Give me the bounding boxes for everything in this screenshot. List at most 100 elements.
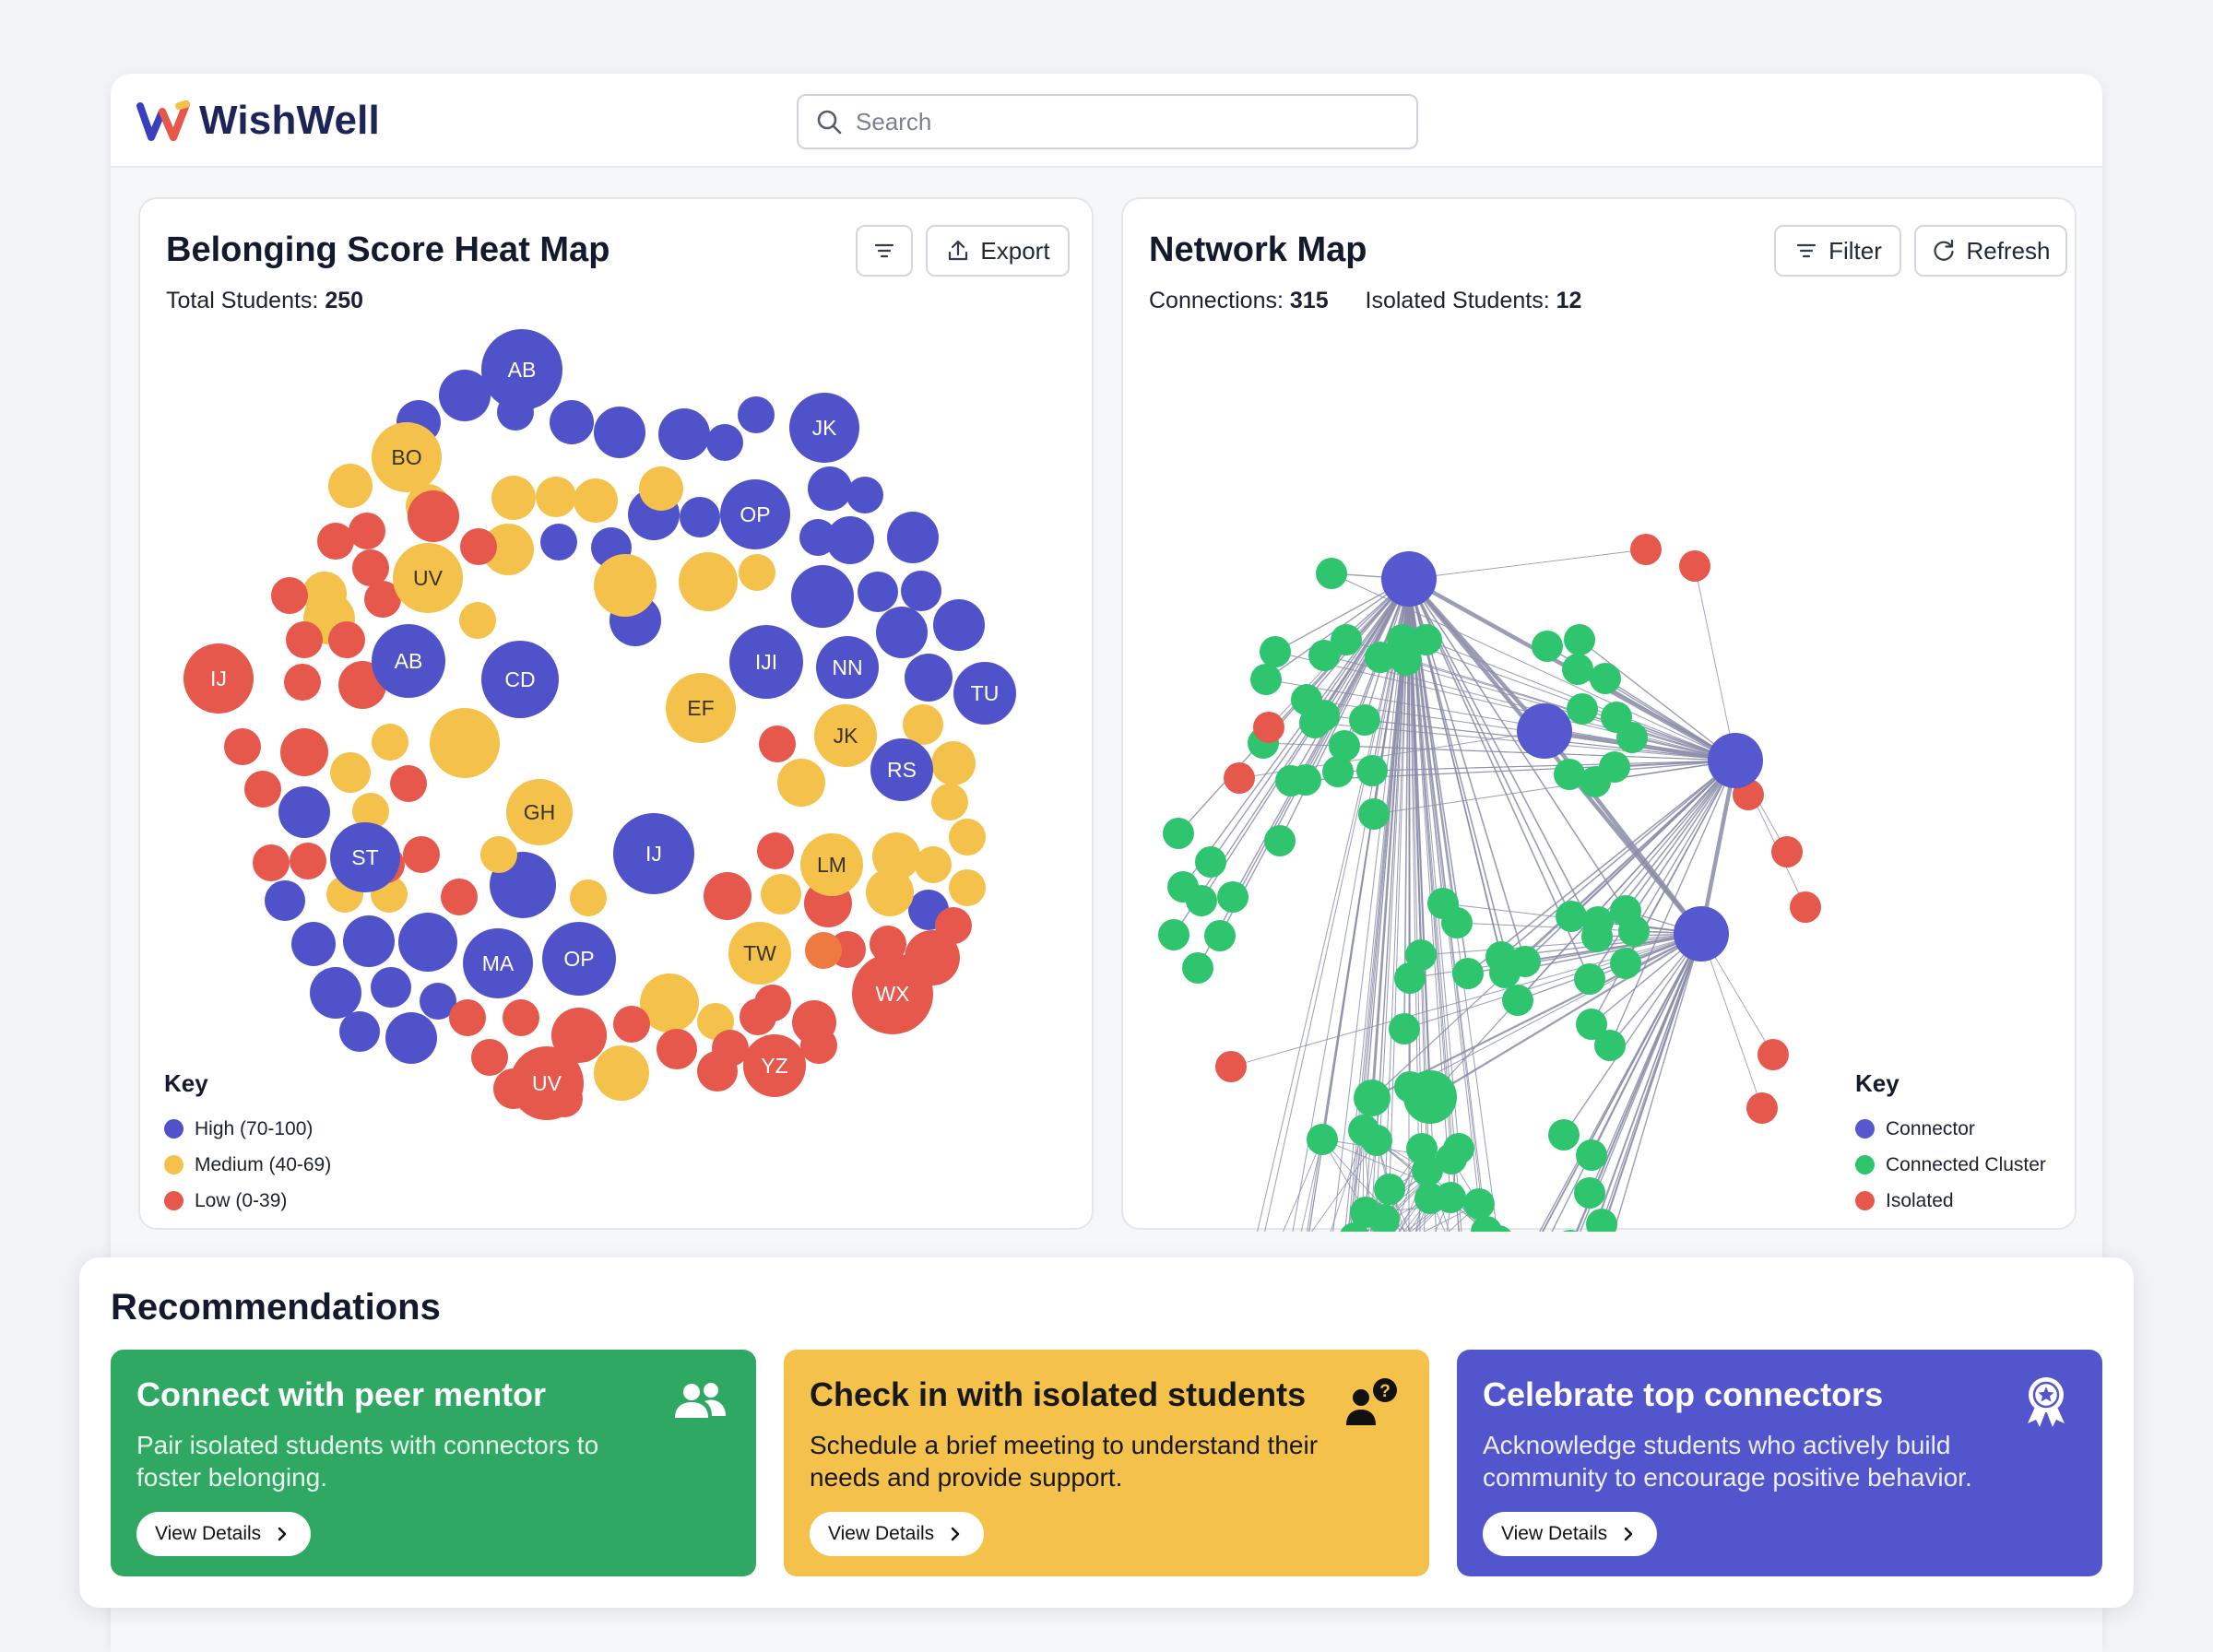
refresh-button[interactable]: Refresh xyxy=(1914,225,2067,277)
cluster-node[interactable] xyxy=(1590,663,1621,694)
cluster-node[interactable] xyxy=(1329,730,1360,761)
cluster-node[interactable] xyxy=(1322,756,1354,787)
isolated-node[interactable] xyxy=(1790,891,1821,923)
student-bubble[interactable] xyxy=(317,523,354,560)
cluster-node[interactable] xyxy=(1574,1177,1605,1209)
student-bubble[interactable] xyxy=(570,879,607,916)
student-bubble[interactable] xyxy=(284,664,321,701)
student-bubble[interactable] xyxy=(858,572,898,612)
student-bubble-labeled[interactable] xyxy=(852,953,933,1034)
student-bubble-labeled[interactable] xyxy=(814,704,877,767)
student-bubble[interactable] xyxy=(244,771,281,808)
student-bubble[interactable] xyxy=(253,844,290,881)
student-bubble[interactable] xyxy=(420,983,456,1020)
cluster-node[interactable] xyxy=(1331,624,1362,655)
cluster-node[interactable] xyxy=(1441,907,1473,938)
student-bubble-labeled[interactable] xyxy=(183,643,254,714)
cluster-node[interactable] xyxy=(1562,654,1593,685)
student-bubble-labeled[interactable] xyxy=(800,833,863,896)
student-bubble-labeled[interactable] xyxy=(372,624,445,698)
student-bubble[interactable] xyxy=(328,621,365,658)
cluster-node[interactable] xyxy=(1339,1222,1370,1232)
student-bubble[interactable] xyxy=(805,932,842,969)
student-bubble[interactable] xyxy=(408,490,459,542)
student-bubble-labeled[interactable] xyxy=(870,738,933,801)
cluster-node[interactable] xyxy=(1582,906,1614,938)
student-bubble-labeled[interactable] xyxy=(481,641,559,718)
cluster-node[interactable] xyxy=(1554,759,1585,790)
student-bubble[interactable] xyxy=(364,581,401,618)
cluster-node[interactable] xyxy=(1502,985,1533,1016)
student-bubble[interactable] xyxy=(480,836,517,873)
connector-node[interactable] xyxy=(1674,906,1729,962)
rec-card-isolated[interactable]: Check in with isolated students Schedule… xyxy=(784,1350,1429,1576)
student-bubble-labeled[interactable] xyxy=(393,543,463,613)
student-bubble[interactable] xyxy=(915,846,952,883)
student-bubble[interactable] xyxy=(931,784,968,820)
student-bubble[interactable] xyxy=(291,922,336,966)
cluster-node[interactable] xyxy=(1394,962,1426,994)
student-bubble[interactable] xyxy=(594,407,645,458)
search-input[interactable] xyxy=(856,107,1372,136)
student-bubble[interactable] xyxy=(430,708,500,778)
student-bubble[interactable] xyxy=(441,879,478,915)
student-bubble[interactable] xyxy=(460,528,497,565)
student-bubble[interactable] xyxy=(826,516,874,564)
student-bubble[interactable] xyxy=(901,571,941,611)
student-bubble[interactable] xyxy=(887,512,939,563)
cluster-node[interactable] xyxy=(1264,825,1296,856)
cluster-node[interactable] xyxy=(1316,558,1347,589)
cluster-node[interactable] xyxy=(1217,881,1249,913)
export-button[interactable]: Export xyxy=(926,225,1070,277)
cluster-node[interactable] xyxy=(1354,1080,1391,1116)
student-bubble[interactable] xyxy=(791,565,854,628)
cluster-node[interactable] xyxy=(1412,1155,1443,1186)
cluster-node[interactable] xyxy=(1403,1070,1457,1124)
student-bubble[interactable] xyxy=(931,741,976,785)
cluster-node[interactable] xyxy=(1250,664,1282,695)
student-bubble[interactable] xyxy=(574,478,618,523)
view-details-button[interactable]: View Details xyxy=(136,1512,312,1556)
student-bubble[interactable] xyxy=(613,1006,650,1043)
student-bubble[interactable] xyxy=(679,552,738,611)
rec-card-peer-mentor[interactable]: Connect with peer mentor Pair isolated s… xyxy=(111,1350,756,1576)
student-bubble[interactable] xyxy=(777,759,825,807)
student-bubble[interactable] xyxy=(352,793,389,830)
student-bubble[interactable] xyxy=(403,836,440,873)
student-bubble[interactable] xyxy=(328,464,373,508)
cluster-node[interactable] xyxy=(1260,636,1291,667)
student-bubble-labeled[interactable] xyxy=(463,928,533,998)
cluster-node[interactable] xyxy=(1586,1209,1617,1232)
student-bubble[interactable] xyxy=(390,765,427,802)
student-bubble-labeled[interactable] xyxy=(372,422,442,492)
student-bubble[interactable] xyxy=(697,1051,738,1092)
student-bubble-labeled[interactable] xyxy=(789,393,859,463)
student-bubble[interactable] xyxy=(503,999,539,1036)
cluster-node[interactable] xyxy=(1548,1119,1580,1150)
student-bubble-labeled[interactable] xyxy=(743,1034,806,1097)
student-bubble-labeled[interactable] xyxy=(666,673,736,743)
student-bubble[interactable] xyxy=(594,1045,649,1101)
isolated-node[interactable] xyxy=(1215,1051,1247,1082)
cluster-node[interactable] xyxy=(1463,1188,1495,1220)
heatmap-filter-button[interactable] xyxy=(856,225,913,277)
student-bubble[interactable] xyxy=(905,654,953,702)
student-bubble[interactable] xyxy=(330,752,371,793)
student-bubble-labeled[interactable] xyxy=(330,822,400,892)
cluster-node[interactable] xyxy=(1389,1013,1420,1044)
cluster-node[interactable] xyxy=(1275,765,1307,796)
student-bubble[interactable] xyxy=(280,728,328,776)
cluster-node[interactable] xyxy=(1356,755,1388,786)
cluster-node[interactable] xyxy=(1358,798,1390,830)
cluster-node[interactable] xyxy=(1616,722,1648,753)
student-bubble[interactable] xyxy=(398,913,457,972)
cluster-node[interactable] xyxy=(1414,1183,1446,1214)
student-bubble[interactable] xyxy=(800,1027,837,1064)
student-bubble[interactable] xyxy=(866,868,914,916)
cluster-node[interactable] xyxy=(1391,644,1422,676)
isolated-node[interactable] xyxy=(1253,712,1284,743)
student-bubble[interactable] xyxy=(639,466,683,511)
isolated-node[interactable] xyxy=(1679,550,1710,582)
student-bubble[interactable] xyxy=(949,869,986,906)
cluster-node[interactable] xyxy=(1618,915,1650,947)
